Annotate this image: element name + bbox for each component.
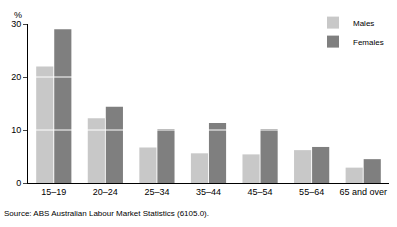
svg-text:%: % [14, 10, 22, 20]
svg-text:45–54: 45–54 [248, 187, 273, 197]
svg-text:Males: Males [353, 19, 374, 28]
svg-text:15–19: 15–19 [41, 187, 66, 197]
svg-text:Females: Females [353, 38, 384, 47]
svg-text:0: 0 [16, 178, 21, 188]
svg-text:10: 10 [11, 125, 21, 135]
svg-text:35–44: 35–44 [196, 187, 221, 197]
svg-text:20: 20 [11, 72, 21, 82]
svg-text:65 and over: 65 and over [339, 187, 387, 197]
svg-text:30: 30 [11, 19, 21, 29]
svg-text:55–64: 55–64 [299, 187, 324, 197]
svg-text:20–24: 20–24 [93, 187, 118, 197]
svg-text:25–34: 25–34 [144, 187, 169, 197]
svg-text:Source: ABS Australian Labour: Source: ABS Australian Labour Market Sta… [4, 209, 209, 218]
